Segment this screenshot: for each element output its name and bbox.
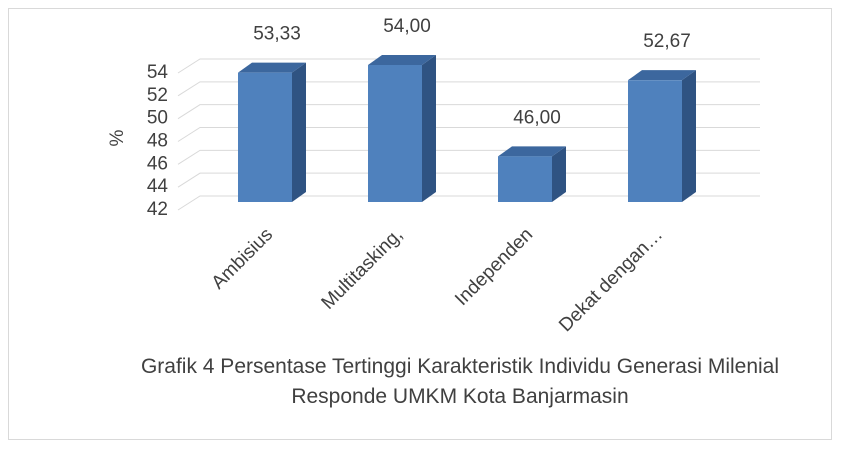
data-label: 52,67: [643, 31, 691, 52]
x-tick-label: Ambisius: [208, 224, 277, 293]
bar: [238, 62, 306, 202]
bar-front: [368, 65, 422, 202]
bar: [368, 55, 436, 202]
y-tick-label: 54: [147, 62, 169, 83]
bar-top: [368, 55, 436, 65]
y-tick-label: 44: [147, 176, 169, 197]
grid-line: [177, 172, 760, 188]
data-label: 54,00: [383, 16, 431, 37]
bar-top: [498, 146, 566, 157]
bar-front: [628, 80, 682, 202]
grid-line: [177, 195, 760, 211]
bar-side: [292, 62, 306, 202]
bar: [628, 70, 696, 202]
bar-front: [498, 156, 552, 202]
data-label: 53,33: [253, 24, 301, 45]
data-label: 46,00: [513, 107, 561, 128]
bar-side: [682, 70, 696, 202]
y-tick-label: 50: [147, 108, 168, 129]
x-tick-label: Dekat dengan…: [555, 224, 667, 336]
chart-title: Grafik 4 Persentase Tertinggi Karakteris…: [140, 355, 780, 408]
y-axis-label: %: [107, 129, 128, 146]
y-tick-label: 48: [147, 131, 168, 152]
grid-line: [177, 149, 760, 165]
x-tick-label: Independen: [451, 224, 537, 310]
bar-top: [238, 62, 306, 73]
bar-top: [628, 70, 696, 81]
bar-side: [552, 146, 566, 202]
y-tick-label: 42: [147, 199, 168, 220]
grid-line: [177, 104, 760, 120]
y-tick-label: 46: [147, 153, 168, 174]
grid-line: [177, 58, 760, 74]
x-tick-label: Multitasking,: [318, 224, 408, 314]
grid-line: [177, 127, 760, 142]
chart-frame: [8, 8, 832, 440]
bar: [498, 146, 566, 202]
grid-line: [177, 81, 760, 97]
bar-front: [238, 72, 292, 202]
bar-side: [422, 55, 436, 202]
y-tick-label: 52: [147, 85, 168, 106]
